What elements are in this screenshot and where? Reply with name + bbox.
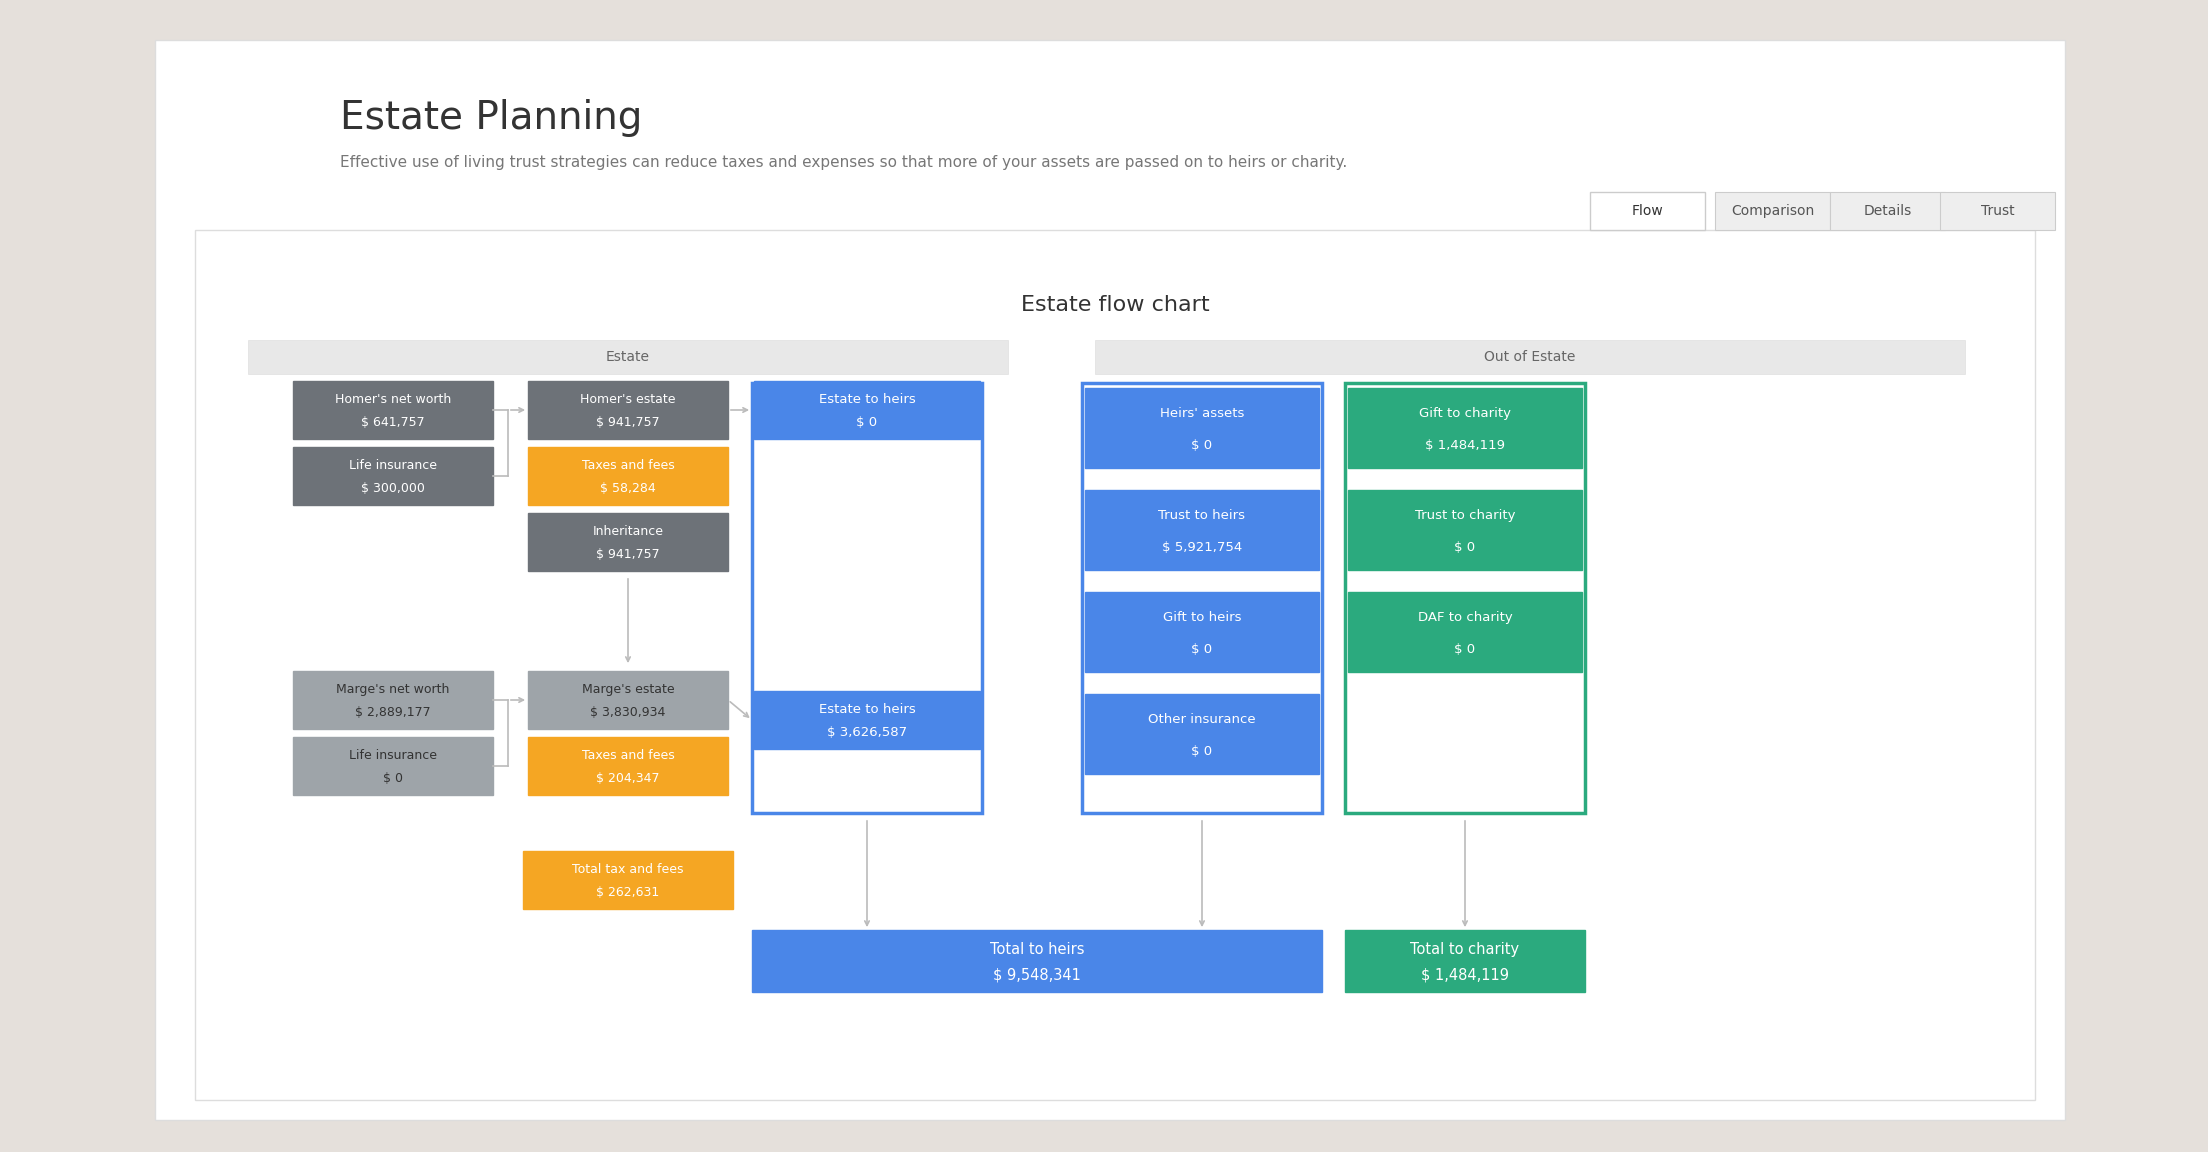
Text: $ 641,757: $ 641,757: [362, 416, 424, 430]
Text: $ 300,000: $ 300,000: [362, 483, 424, 495]
Text: Life insurance: Life insurance: [349, 458, 437, 472]
Text: Gift to charity: Gift to charity: [1420, 407, 1510, 420]
Text: Trust to heirs: Trust to heirs: [1159, 509, 1245, 522]
Text: $ 0: $ 0: [1192, 745, 1212, 758]
Text: Details: Details: [1864, 204, 1912, 218]
Text: Homer's net worth: Homer's net worth: [336, 393, 450, 406]
Text: Trust: Trust: [1981, 204, 2014, 218]
Bar: [194, 230, 2036, 1100]
Text: Other insurance: Other insurance: [1148, 713, 1256, 726]
Text: $ 1,484,119: $ 1,484,119: [1424, 439, 1506, 452]
Text: $ 0: $ 0: [857, 416, 877, 430]
Bar: [1084, 694, 1318, 774]
Text: $ 58,284: $ 58,284: [601, 483, 656, 495]
Bar: [1084, 490, 1318, 570]
Text: $ 0: $ 0: [1192, 439, 1212, 452]
Text: $ 9,548,341: $ 9,548,341: [994, 968, 1082, 983]
Text: Gift to heirs: Gift to heirs: [1164, 611, 1241, 624]
Text: Comparison: Comparison: [1731, 204, 1815, 218]
Text: $ 5,921,754: $ 5,921,754: [1161, 541, 1243, 554]
Text: $ 2,889,177: $ 2,889,177: [355, 706, 431, 719]
Bar: [1095, 340, 1965, 374]
Bar: [294, 381, 492, 439]
Bar: [247, 340, 1009, 374]
Bar: [528, 670, 729, 729]
Text: Estate to heirs: Estate to heirs: [819, 703, 916, 717]
Bar: [1349, 490, 1581, 570]
Text: Flow: Flow: [1632, 204, 1663, 218]
Text: Total to charity: Total to charity: [1411, 942, 1519, 957]
Bar: [1590, 192, 1705, 230]
Text: Total to heirs: Total to heirs: [989, 942, 1084, 957]
Text: $ 0: $ 0: [1455, 643, 1475, 657]
Bar: [1084, 388, 1318, 468]
Bar: [155, 40, 2064, 1120]
Text: Marge's net worth: Marge's net worth: [336, 683, 450, 696]
Bar: [753, 691, 980, 749]
Bar: [294, 670, 492, 729]
Text: Life insurance: Life insurance: [349, 749, 437, 763]
Text: $ 3,830,934: $ 3,830,934: [590, 706, 665, 719]
Bar: [753, 382, 983, 813]
Text: $ 1,484,119: $ 1,484,119: [1422, 968, 1508, 983]
Text: $ 0: $ 0: [1192, 643, 1212, 657]
Bar: [1349, 592, 1581, 672]
Bar: [528, 447, 729, 505]
Text: Inheritance: Inheritance: [592, 525, 662, 538]
Text: $ 262,631: $ 262,631: [596, 886, 660, 900]
Bar: [523, 851, 733, 909]
Bar: [528, 737, 729, 795]
Bar: [1830, 192, 1945, 230]
Text: Estate flow chart: Estate flow chart: [1020, 295, 1210, 314]
Text: Heirs' assets: Heirs' assets: [1159, 407, 1243, 420]
Bar: [294, 737, 492, 795]
Bar: [1716, 192, 1830, 230]
Text: Estate: Estate: [605, 350, 649, 364]
Text: Estate to heirs: Estate to heirs: [819, 393, 916, 406]
Bar: [1345, 382, 1585, 813]
Text: $ 204,347: $ 204,347: [596, 772, 660, 786]
Bar: [528, 381, 729, 439]
Bar: [1349, 388, 1581, 468]
Bar: [528, 513, 729, 571]
Bar: [753, 381, 980, 439]
Bar: [753, 930, 1323, 992]
Bar: [294, 447, 492, 505]
Text: Total tax and fees: Total tax and fees: [572, 863, 684, 876]
Text: Taxes and fees: Taxes and fees: [581, 749, 673, 763]
Text: $ 3,626,587: $ 3,626,587: [828, 726, 907, 740]
Text: Effective use of living trust strategies can reduce taxes and expenses so that m: Effective use of living trust strategies…: [340, 156, 1347, 170]
Bar: [1082, 382, 1323, 813]
Bar: [1345, 930, 1585, 992]
Text: Homer's estate: Homer's estate: [581, 393, 676, 406]
Text: $ 0: $ 0: [1455, 541, 1475, 554]
Text: Marge's estate: Marge's estate: [581, 683, 673, 696]
Bar: [1084, 592, 1318, 672]
Text: Out of Estate: Out of Estate: [1484, 350, 1577, 364]
Text: $ 0: $ 0: [382, 772, 404, 786]
Text: $ 941,757: $ 941,757: [596, 548, 660, 561]
Text: Taxes and fees: Taxes and fees: [581, 458, 673, 472]
Text: $ 941,757: $ 941,757: [596, 416, 660, 430]
Text: Trust to charity: Trust to charity: [1415, 509, 1515, 522]
Text: DAF to charity: DAF to charity: [1418, 611, 1512, 624]
Text: Estate Planning: Estate Planning: [340, 99, 643, 137]
Bar: [1941, 192, 2056, 230]
